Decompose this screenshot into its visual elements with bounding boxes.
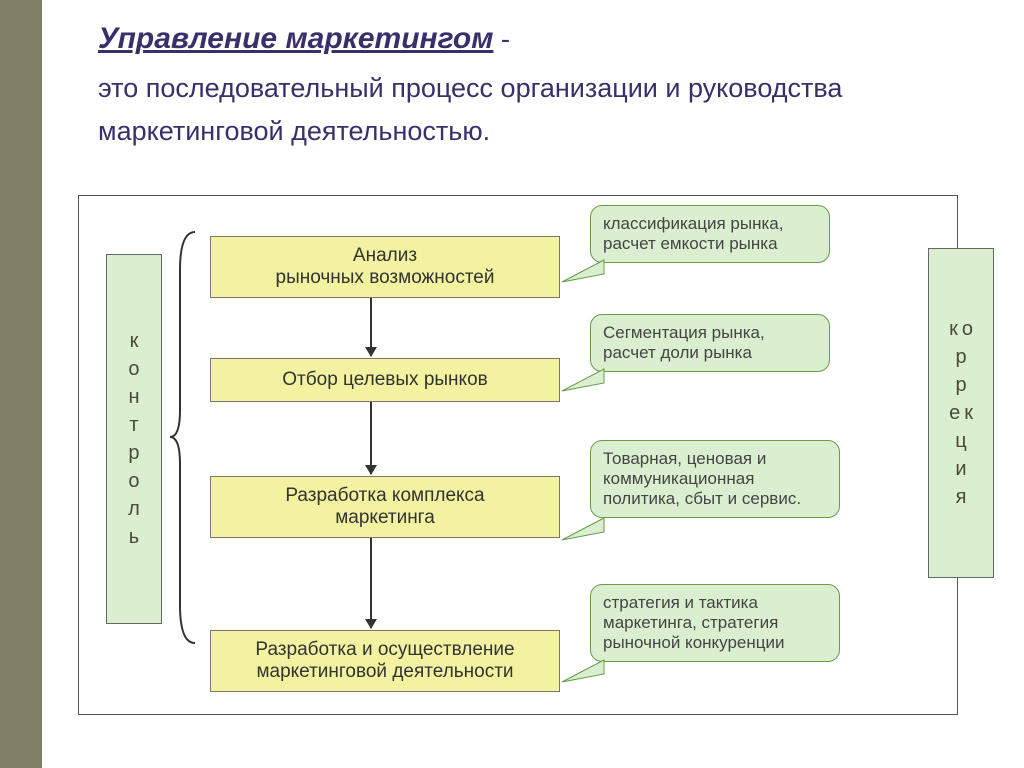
callout-3: Товарная, ценовая и коммуникационная пол… — [590, 440, 840, 518]
title-dash: - — [493, 24, 510, 54]
title-rest: это последовательный процесс организации… — [98, 67, 938, 153]
step-text: Разработка комплекса — [285, 485, 484, 506]
letter: к — [128, 327, 140, 355]
letter: р — [949, 371, 973, 399]
step-box-2: Отбор целевых рынков — [210, 358, 560, 402]
callout-1: классификация рынка, расчет емкости рынк… — [590, 205, 830, 263]
arrow-2 — [370, 402, 372, 474]
letter: ц — [949, 427, 973, 455]
title-emphasized: Управление маркетингом — [98, 22, 493, 55]
callout-2: Сегментация рынка, расчет доли рынка — [590, 314, 830, 372]
step-box-4: Разработка и осуществлениемаркетинговой … — [210, 630, 560, 692]
letter: о — [962, 315, 973, 343]
sidebar-control-text: к о н т р о л ь — [128, 327, 140, 551]
arrow-1 — [370, 298, 372, 356]
callout-tail-1 — [560, 258, 606, 284]
letter: е — [949, 399, 960, 427]
letter: я — [949, 483, 973, 511]
callout-tail-3 — [560, 516, 606, 542]
callout-4: стратегия и тактика маркетинга, стратеги… — [590, 584, 840, 662]
letter: ь — [128, 523, 140, 551]
sidebar-correction-text: ко р р ек ц и я — [949, 315, 973, 511]
step-text: Анализ — [353, 245, 417, 266]
letter: к — [964, 399, 973, 427]
sidebar-correction: ко р р ек ц и я — [928, 248, 994, 578]
step-text: маркетинговой деятельности — [256, 661, 513, 682]
callout-text: Товарная, ценовая и коммуникационная пол… — [603, 449, 801, 508]
letter: р — [128, 439, 140, 467]
step-text: Разработка и осуществление — [255, 639, 514, 660]
arrow-3 — [370, 538, 372, 628]
letter: р — [949, 343, 973, 371]
step-box-1: Анализрыночных возможностей — [210, 236, 560, 298]
callout-text: стратегия и тактика маркетинга, стратеги… — [603, 593, 785, 652]
curly-brace — [168, 230, 198, 645]
letter: о — [128, 467, 140, 495]
callout-text: Сегментация рынка, расчет доли рынка — [603, 323, 765, 362]
letter: и — [949, 455, 973, 483]
step-text: маркетинга — [335, 507, 435, 528]
letter: о — [128, 355, 140, 383]
letter: т — [128, 411, 140, 439]
callout-tail-2 — [560, 367, 606, 393]
letter: к — [949, 315, 958, 343]
callout-text: классификация рынка, расчет емкости рынк… — [603, 214, 783, 253]
letter: н — [128, 383, 140, 411]
sidebar-control: к о н т р о л ь — [106, 254, 162, 624]
left-vertical-stripe — [0, 0, 42, 768]
callout-tail-4 — [560, 658, 606, 684]
step-box-3: Разработка комплексамаркетинга — [210, 476, 560, 538]
step-text: Отбор целевых рынков — [282, 369, 487, 390]
step-text: рыночных возможностей — [276, 267, 495, 288]
letter: л — [128, 495, 140, 523]
heading-block: Управление маркетингом - это последовате… — [98, 18, 938, 154]
